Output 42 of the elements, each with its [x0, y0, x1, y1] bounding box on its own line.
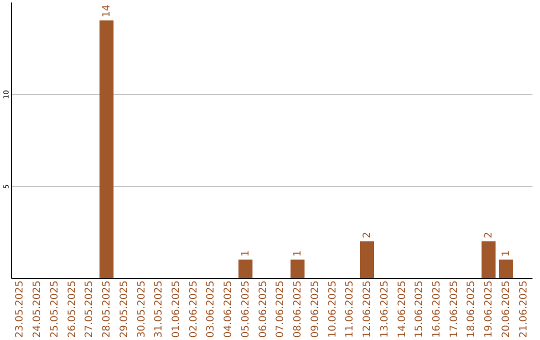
- x-tick-label: 10.06.2025: [327, 280, 338, 338]
- data-label: 1: [240, 250, 252, 257]
- x-tick-label: 20.06.2025: [500, 280, 512, 338]
- data-label: 2: [362, 232, 374, 238]
- bar: [100, 20, 114, 278]
- x-tick-label: 18.06.2025: [466, 280, 478, 338]
- x-tick-label: 13.06.2025: [379, 280, 390, 338]
- x-tick-label: 21.06.2025: [518, 280, 530, 338]
- x-tick-label: 02.06.2025: [188, 280, 200, 338]
- bar: [498, 260, 513, 278]
- x-tick-label: 28.05.2025: [102, 280, 113, 338]
- bar: [482, 241, 496, 278]
- x-tick-label: 08.06.2025: [292, 280, 304, 338]
- x-tick-label: 19.06.2025: [484, 280, 495, 338]
- x-tick-label: 25.05.2025: [49, 280, 60, 338]
- x-tick-label: 09.06.2025: [310, 280, 321, 338]
- bar: [360, 241, 374, 278]
- x-tick-label: 27.05.2025: [84, 280, 96, 338]
- x-tick-label: 17.06.2025: [448, 280, 460, 338]
- x-tick-label: 12.06.2025: [362, 280, 374, 338]
- x-tick-label: 24.05.2025: [32, 280, 44, 338]
- data-label: 2: [484, 232, 495, 238]
- x-tick-label: 11.06.2025: [344, 280, 356, 338]
- x-tick-label: 01.06.2025: [170, 280, 182, 338]
- x-tick-label: 16.06.2025: [431, 280, 442, 338]
- x-tick-label: 05.06.2025: [240, 280, 252, 338]
- x-tick-label: 31.05.2025: [154, 280, 165, 338]
- x-tick-label: 14.06.2025: [396, 280, 408, 338]
- x-tick-label: 29.05.2025: [118, 280, 130, 338]
- bar: [290, 260, 305, 278]
- data-label: 1: [500, 250, 512, 257]
- x-tick-label: 15.06.2025: [414, 280, 426, 338]
- x-tick-label: 26.05.2025: [66, 280, 78, 338]
- x-tick-label: 04.06.2025: [223, 280, 234, 338]
- bar: [238, 260, 252, 278]
- x-tick-label: 03.06.2025: [206, 280, 217, 338]
- x-tick-label: 06.06.2025: [258, 280, 269, 338]
- x-tick-label: 23.05.2025: [14, 280, 26, 338]
- x-tick-label: 07.06.2025: [275, 280, 286, 338]
- x-tick-label: 30.05.2025: [136, 280, 148, 338]
- data-label: 1: [292, 250, 304, 257]
- data-label: 14: [102, 4, 113, 18]
